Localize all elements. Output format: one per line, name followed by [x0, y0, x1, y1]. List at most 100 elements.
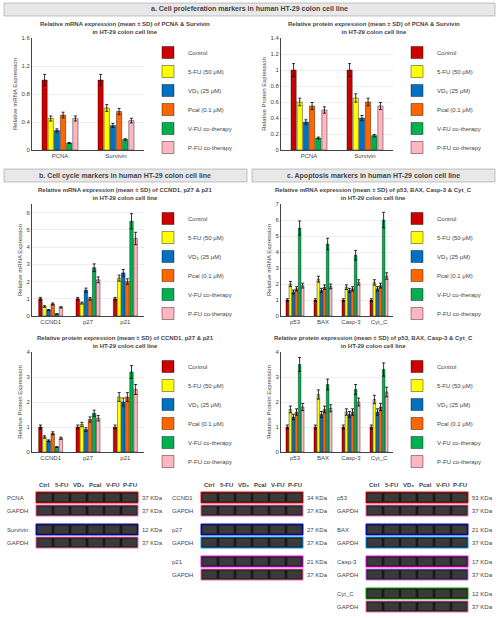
svg-text:VD₃: VD₃ [73, 482, 84, 488]
svg-text:p21: p21 [120, 455, 131, 461]
svg-text:37 KDa: 37 KDa [142, 495, 163, 501]
svg-text:V-FU co-therapy: V-FU co-therapy [437, 292, 481, 298]
svg-text:Control: Control [188, 216, 207, 222]
svg-text:Pcal (0.1 μM): Pcal (0.1 μM) [437, 107, 473, 113]
svg-text:21 KDa: 21 KDa [472, 527, 493, 533]
svg-text:5-FU: 5-FU [220, 482, 233, 488]
svg-text:Relative Protein Expression: Relative Protein Expression [17, 365, 23, 439]
svg-text:GAPDH: GAPDH [7, 540, 28, 546]
svg-text:Pcal: Pcal [89, 482, 102, 488]
svg-text:5: 5 [26, 227, 30, 233]
svg-text:c. Apoptosis markers in human: c. Apoptosis markers in human HT-29 colo… [287, 172, 460, 180]
svg-text:1: 1 [275, 297, 279, 303]
svg-text:V-FU co-therapy: V-FU co-therapy [188, 126, 232, 132]
svg-text:6: 6 [275, 217, 279, 223]
svg-text:b. Cell cycle markers in human: b. Cell cycle markers in human HT-29 col… [39, 172, 211, 180]
svg-text:Relative mRNA Expression: Relative mRNA Expression [17, 224, 23, 296]
svg-text:Pcal (0.1 μM): Pcal (0.1 μM) [188, 273, 224, 279]
svg-text:p27: p27 [83, 319, 94, 325]
svg-text:1.4: 1.4 [270, 35, 279, 41]
svg-text:BAX: BAX [317, 319, 329, 325]
svg-text:Pcal (0.1 μM): Pcal (0.1 μM) [437, 273, 473, 279]
svg-text:P-FU co-therapy: P-FU co-therapy [437, 459, 481, 465]
svg-text:1: 1 [26, 424, 30, 430]
svg-text:VD₃ (25 μM): VD₃ (25 μM) [188, 254, 221, 260]
svg-text:Cyt_C: Cyt_C [337, 591, 354, 597]
svg-text:V-FU: V-FU [271, 482, 285, 488]
svg-text:V-FU: V-FU [436, 482, 450, 488]
svg-text:17 KDa: 17 KDa [472, 559, 493, 565]
svg-text:P-FU: P-FU [123, 482, 137, 488]
svg-text:2: 2 [26, 279, 30, 285]
svg-text:Survivin: Survivin [7, 527, 28, 533]
svg-text:Survivin: Survivin [354, 153, 375, 159]
svg-text:GAPDH: GAPDH [7, 508, 28, 514]
svg-text:V-FU co-therapy: V-FU co-therapy [188, 440, 232, 446]
svg-text:37 KDa: 37 KDa [472, 572, 493, 578]
svg-text:Control: Control [437, 50, 456, 56]
svg-text:Relative mRNA expression (mean: Relative mRNA expression (mean ± SD) of … [275, 187, 472, 201]
svg-text:VD₃ (25 μM): VD₃ (25 μM) [188, 402, 221, 408]
svg-text:GAPDH: GAPDH [172, 540, 193, 546]
svg-text:Relative protein expression (m: Relative protein expression (mean ± SD) … [288, 21, 460, 35]
svg-text:BAX: BAX [317, 455, 329, 461]
svg-text:GAPDH: GAPDH [337, 604, 358, 610]
svg-text:1.6: 1.6 [21, 35, 30, 41]
svg-text:CCND1: CCND1 [40, 455, 61, 461]
svg-text:5-FU: 5-FU [385, 482, 398, 488]
svg-text:5-FU (50 μM): 5-FU (50 μM) [188, 235, 224, 241]
svg-text:0.2: 0.2 [270, 131, 279, 137]
svg-text:0.8: 0.8 [21, 91, 30, 97]
svg-text:37 KDa: 37 KDa [142, 508, 163, 514]
svg-text:Pcal (0.1 μM): Pcal (0.1 μM) [188, 107, 224, 113]
svg-text:1.2: 1.2 [21, 63, 30, 69]
svg-text:V-FU co-therapy: V-FU co-therapy [437, 126, 481, 132]
svg-text:V-FU: V-FU [106, 482, 120, 488]
svg-text:Relative mRNA expression (mean: Relative mRNA expression (mean ± SD) of … [38, 187, 212, 201]
svg-text:P-FU co-therapy: P-FU co-therapy [188, 459, 232, 465]
svg-text:5-FU: 5-FU [55, 482, 68, 488]
svg-text:GAPDH: GAPDH [337, 572, 358, 578]
svg-text:37 KDa: 37 KDa [307, 540, 328, 546]
svg-text:PCNA: PCNA [52, 153, 69, 159]
svg-text:VD₃ (25 μM): VD₃ (25 μM) [437, 254, 470, 260]
svg-text:0: 0 [275, 147, 279, 153]
svg-text:1: 1 [26, 296, 30, 302]
svg-text:Control: Control [188, 50, 207, 56]
svg-text:21 KDa: 21 KDa [307, 559, 328, 565]
svg-text:p21: p21 [120, 319, 131, 325]
svg-text:0.8: 0.8 [270, 83, 279, 89]
svg-text:4: 4 [26, 349, 30, 355]
svg-text:5-FU (50 μM): 5-FU (50 μM) [437, 235, 473, 241]
svg-text:Relative Protein Expression: Relative Protein Expression [266, 365, 272, 439]
svg-text:4: 4 [275, 249, 279, 255]
svg-text:VD₃: VD₃ [238, 482, 249, 488]
svg-text:Survivin: Survivin [105, 153, 126, 159]
svg-text:Relative mRNA Expression: Relative mRNA Expression [266, 224, 272, 296]
svg-text:37 KDa: 37 KDa [142, 540, 163, 546]
svg-text:p53: p53 [290, 319, 301, 325]
svg-text:Relative mRNA Expression: Relative mRNA Expression [12, 58, 18, 130]
svg-text:0: 0 [26, 147, 30, 153]
svg-text:37 KDa: 37 KDa [472, 540, 493, 546]
svg-text:0.4: 0.4 [270, 115, 279, 121]
svg-text:Control: Control [188, 364, 207, 370]
svg-text:0.6: 0.6 [270, 99, 279, 105]
svg-text:VD₃ (25 μM): VD₃ (25 μM) [188, 88, 221, 94]
svg-text:p21: p21 [172, 559, 183, 565]
svg-text:5-FU (50 μM): 5-FU (50 μM) [437, 383, 473, 389]
svg-text:Relative protein expression (m: Relative protein expression (mean ± SD) … [274, 335, 473, 349]
svg-text:Cyt_C: Cyt_C [371, 319, 388, 325]
svg-text:3: 3 [26, 261, 30, 267]
svg-text:BAX: BAX [337, 527, 349, 533]
svg-text:Control: Control [437, 216, 456, 222]
svg-text:0: 0 [26, 449, 30, 455]
svg-text:37 KDa: 37 KDa [472, 604, 493, 610]
svg-text:5: 5 [275, 233, 279, 239]
svg-text:3: 3 [26, 374, 30, 380]
svg-text:4: 4 [275, 349, 279, 355]
svg-text:2: 2 [26, 399, 30, 405]
svg-text:27 KDa: 27 KDa [307, 527, 328, 533]
svg-text:p53: p53 [337, 495, 348, 501]
svg-text:2: 2 [275, 399, 279, 405]
